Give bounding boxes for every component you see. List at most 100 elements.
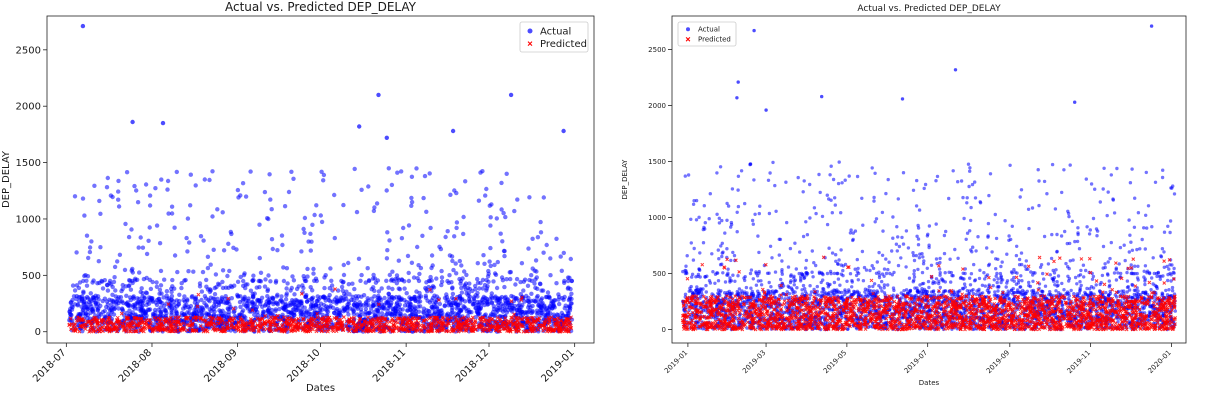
predicted-point xyxy=(265,327,269,332)
actual-point xyxy=(166,211,171,216)
actual-point xyxy=(220,210,225,215)
actual-point xyxy=(341,262,346,268)
predicted-point xyxy=(382,316,387,321)
actual-point xyxy=(420,315,426,320)
predicted-point xyxy=(210,316,215,321)
actual-point xyxy=(93,293,98,298)
actual-point xyxy=(169,286,174,291)
actual-point xyxy=(895,225,899,229)
actual-point xyxy=(399,169,404,174)
predicted-point xyxy=(142,321,147,326)
actual-point xyxy=(108,308,113,313)
actual-point xyxy=(133,312,138,317)
predicted-point xyxy=(261,323,266,328)
actual-point xyxy=(507,305,512,310)
actual-point xyxy=(751,222,755,226)
actual-point xyxy=(388,312,393,317)
actual-point xyxy=(242,294,247,300)
actual-point xyxy=(147,225,152,230)
actual-point xyxy=(551,302,556,307)
actual-point xyxy=(541,195,546,200)
actual-point xyxy=(515,197,520,202)
actual-point xyxy=(1039,263,1044,267)
actual-point xyxy=(280,242,285,248)
actual-point xyxy=(494,216,499,221)
actual-point xyxy=(241,314,247,319)
actual-point xyxy=(105,175,111,181)
predicted-point xyxy=(365,315,370,320)
predicted-point xyxy=(378,320,383,325)
actual-point xyxy=(130,270,135,275)
actual-point xyxy=(493,272,499,277)
actual-point xyxy=(804,220,808,224)
predicted-point xyxy=(298,322,303,327)
predicted-point xyxy=(364,326,369,331)
actual-point xyxy=(112,275,117,280)
actual-point xyxy=(488,223,493,228)
actual-point xyxy=(726,204,731,208)
predicted-point xyxy=(454,296,458,301)
actual-point xyxy=(262,284,268,289)
actual-point xyxy=(266,216,271,222)
predicted-point xyxy=(252,328,257,332)
actual-point xyxy=(364,299,369,305)
x-tick-label: 2018-07 xyxy=(31,347,68,384)
actual-point xyxy=(169,312,174,317)
series-actual xyxy=(67,23,575,334)
actual-point xyxy=(169,306,175,311)
actual-point xyxy=(566,278,571,284)
actual-point xyxy=(1076,226,1080,230)
actual-point xyxy=(491,279,496,284)
actual-point xyxy=(141,312,146,317)
actual-point xyxy=(254,285,259,290)
actual-point xyxy=(530,266,535,271)
actual-point xyxy=(304,292,309,298)
actual-point xyxy=(1164,288,1168,293)
actual-point xyxy=(129,227,134,232)
actual-point xyxy=(140,298,146,304)
actual-point xyxy=(247,309,252,314)
y-tick-label: 1500 xyxy=(16,158,41,169)
predicted-point xyxy=(95,318,100,323)
predicted-point xyxy=(283,326,288,331)
actual-point xyxy=(245,282,250,287)
predicted-point xyxy=(200,326,205,331)
actual-point xyxy=(502,253,507,259)
predicted-point xyxy=(299,325,304,330)
actual-point xyxy=(976,235,980,239)
actual-point xyxy=(318,301,324,306)
actual-point xyxy=(332,310,337,315)
actual-point xyxy=(1078,280,1082,284)
actual-point xyxy=(385,230,390,235)
predicted-point xyxy=(84,322,89,327)
actual-point xyxy=(206,297,211,303)
predicted-point xyxy=(186,328,190,333)
actual-point xyxy=(492,262,497,268)
actual-point xyxy=(227,268,232,274)
predicted-point xyxy=(501,326,506,331)
actual-point xyxy=(1127,218,1131,222)
actual-point xyxy=(221,313,227,319)
predicted-point xyxy=(383,316,388,321)
actual-point xyxy=(86,255,91,261)
legend-label-actual: Actual xyxy=(540,27,571,38)
actual-point xyxy=(127,283,132,288)
actual-point xyxy=(1054,268,1058,272)
predicted-point xyxy=(90,322,95,327)
actual-point xyxy=(304,299,310,304)
predicted-point xyxy=(401,317,406,322)
predicted-point xyxy=(268,325,273,329)
actual-point xyxy=(267,172,272,177)
predicted-point xyxy=(154,317,159,322)
predicted-point xyxy=(319,325,324,330)
actual-point xyxy=(109,316,115,322)
actual-point xyxy=(429,253,435,258)
predicted-point xyxy=(480,325,484,330)
predicted-point xyxy=(562,326,567,331)
actual-point xyxy=(138,289,143,295)
actual-point xyxy=(451,267,456,273)
actual-point xyxy=(1012,279,1016,283)
actual-point xyxy=(1054,289,1058,293)
actual-point xyxy=(503,214,508,220)
predicted-point xyxy=(274,328,279,333)
